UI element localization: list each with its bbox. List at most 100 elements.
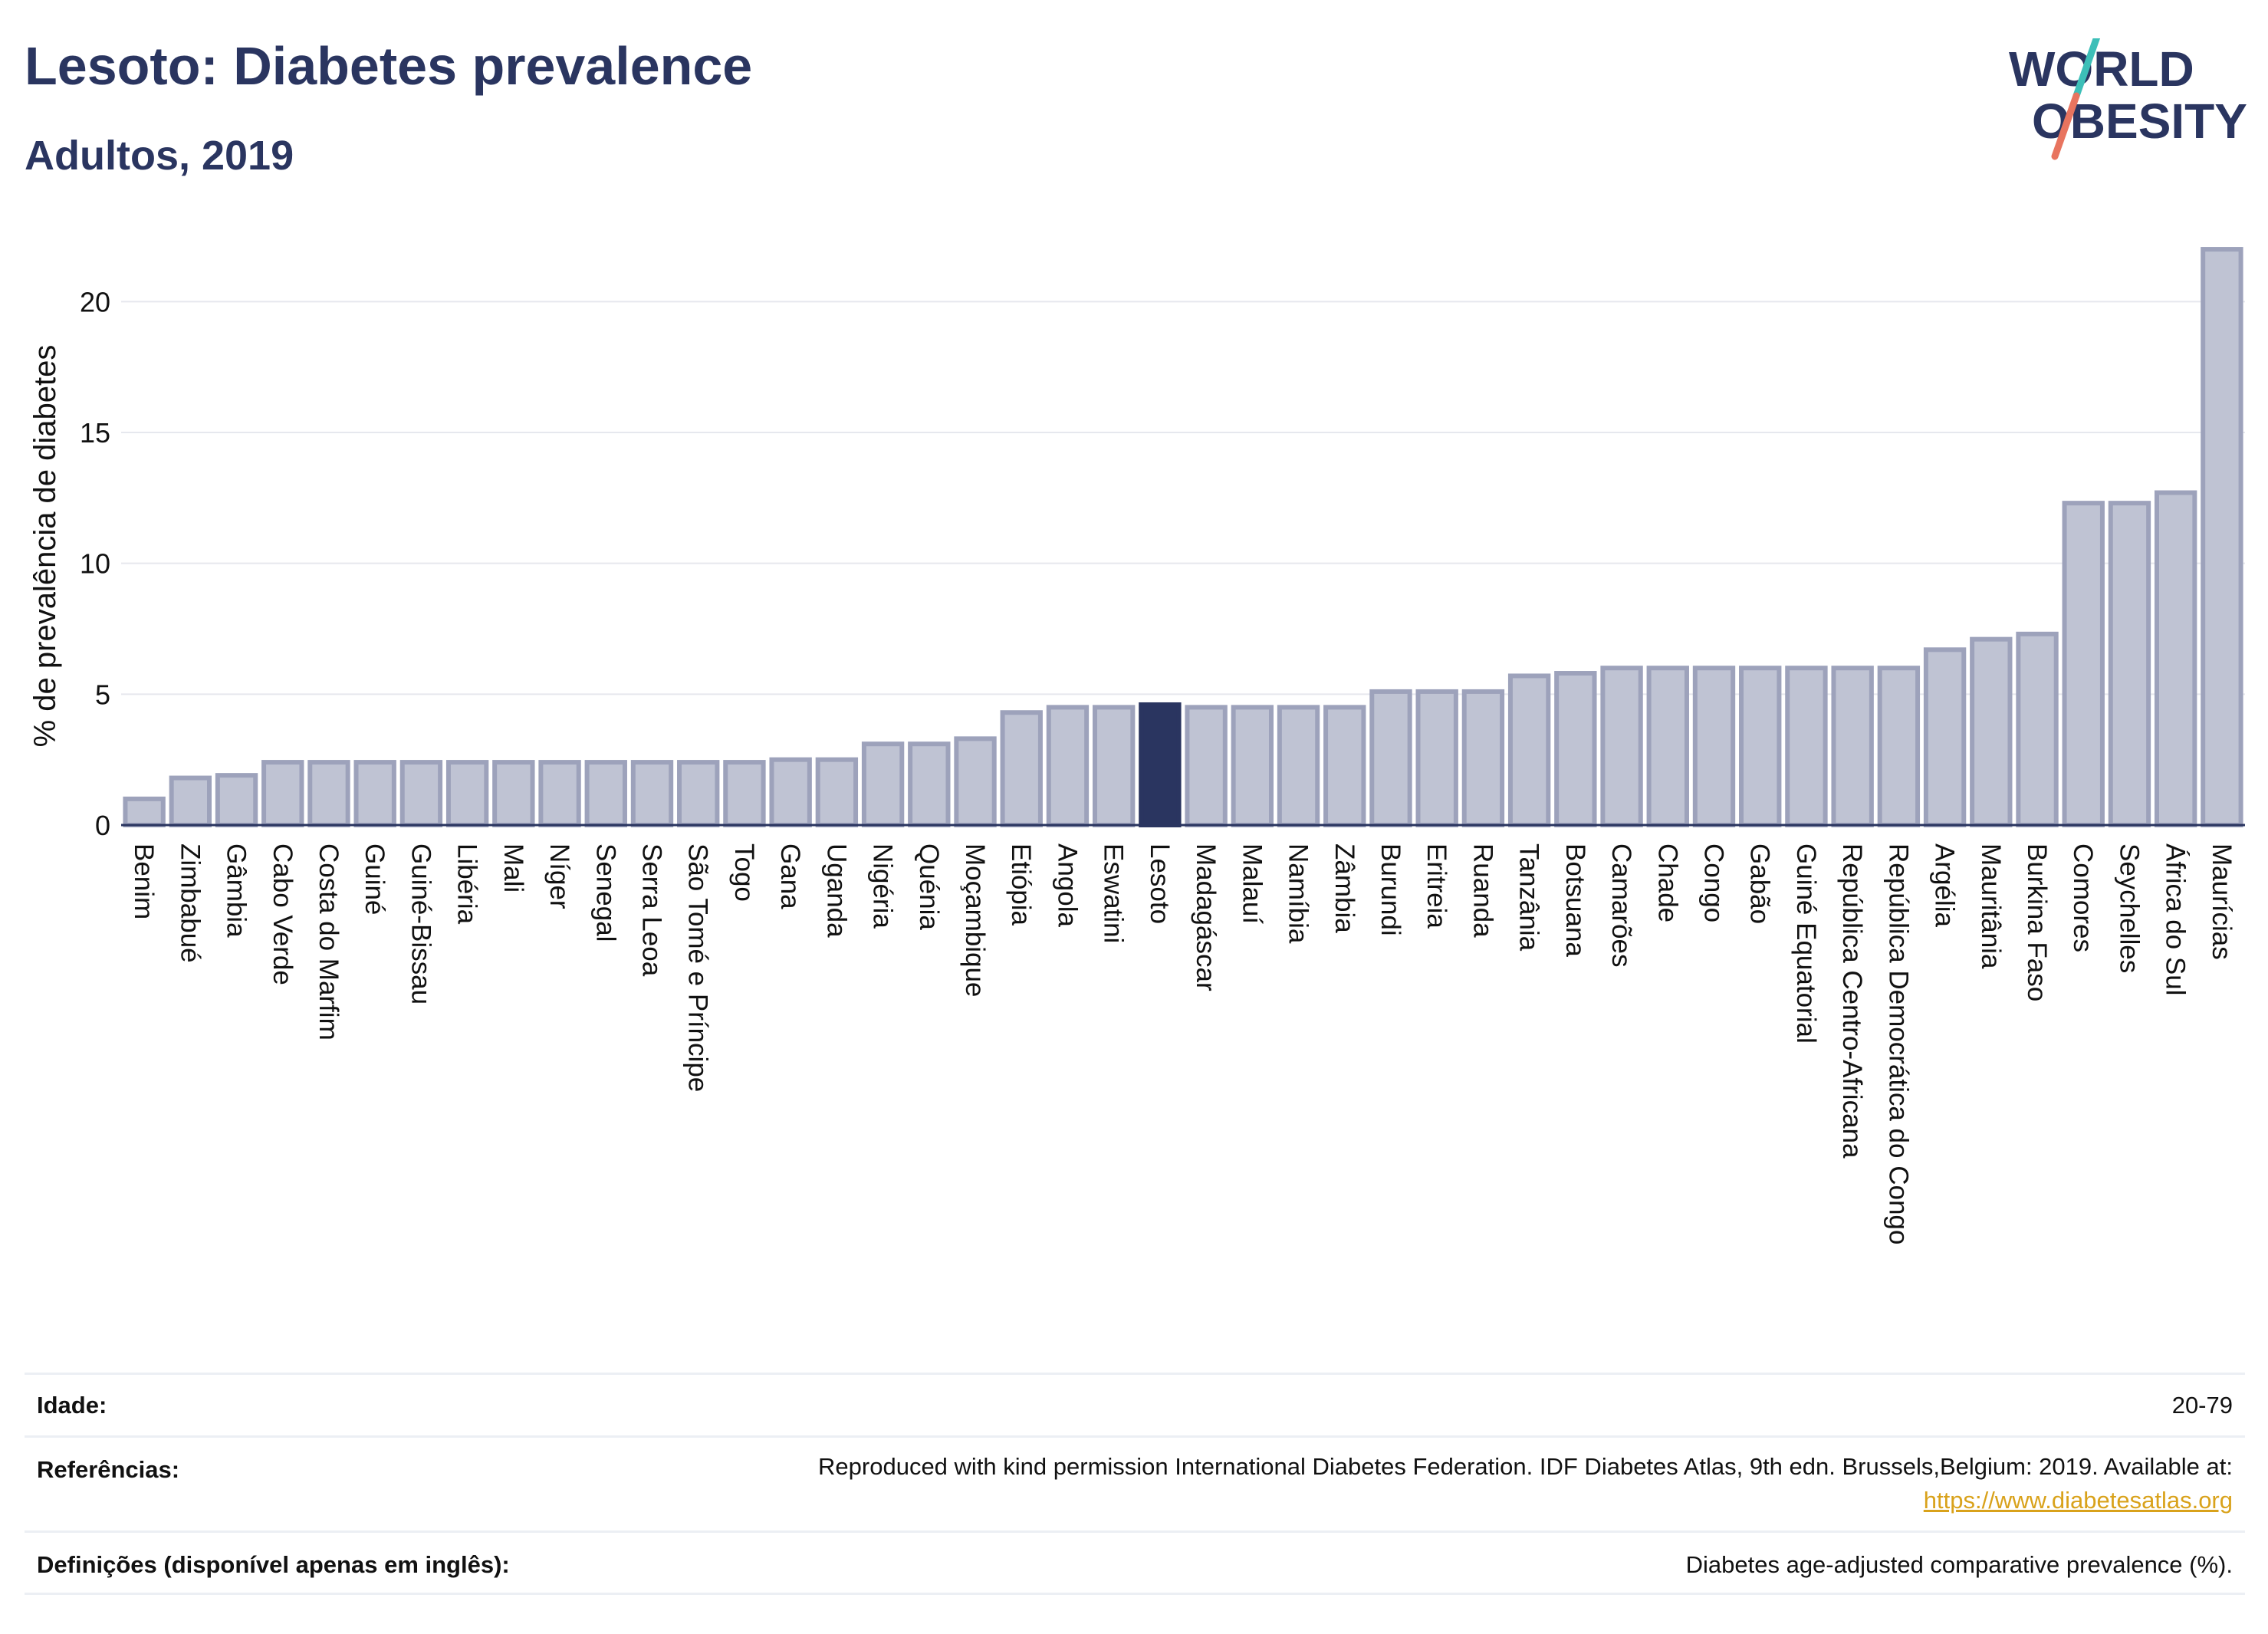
x-tick-label: Namíbia: [1284, 843, 1313, 944]
x-tick-label: Quénia: [914, 843, 944, 930]
metadata-table: Idade: 20-79 Referências: Reproduced wit…: [25, 1373, 2245, 1595]
bar-gâmbia: [215, 773, 258, 827]
x-tick-label: Ruanda: [1468, 843, 1497, 938]
bar-tanzânia: [1507, 673, 1551, 827]
x-tick-label: Burkina Faso: [2022, 843, 2052, 1001]
meta-row-age: Idade: 20-79: [25, 1373, 2245, 1435]
x-tick-label: Madagáscar: [1191, 843, 1221, 991]
x-tick-label: Congo: [1699, 843, 1729, 922]
x-tick-label: Gâmbia: [222, 843, 251, 938]
x-tick-label: Guiné Equatorial: [1791, 843, 1821, 1044]
x-tick-label: Libéria: [452, 843, 482, 925]
bar-cabo-verde: [261, 760, 304, 828]
x-tick-label: República Democrática do Congo: [1883, 843, 1913, 1244]
x-tick-label: Gana: [775, 843, 805, 909]
bar-comores: [2062, 501, 2105, 827]
x-tick-label: Comores: [2068, 843, 2098, 952]
x-tick-label: Guiné: [360, 843, 390, 915]
bar-botsuana: [1554, 671, 1597, 827]
bar-uganda: [815, 757, 859, 828]
bar-eswatini: [1092, 705, 1136, 828]
x-tick-label: Camarões: [1606, 843, 1636, 967]
y-axis-ticks: 0 5 10 15 20: [80, 286, 110, 841]
x-tick-label: República Centro-Africana: [1837, 843, 1867, 1159]
x-tick-label: África do Sul: [2161, 843, 2191, 995]
x-tick-label: Costa do Marfim: [314, 843, 343, 1041]
bar-namíbia: [1277, 705, 1320, 828]
x-tick-label: Angola: [1052, 843, 1082, 928]
x-tick-label: Argélia: [1930, 843, 1960, 927]
bar-maurícias: [2201, 247, 2243, 828]
logo-slash-coral: [2051, 92, 2080, 160]
x-tick-label: Benim: [129, 843, 159, 919]
bar-seychelles: [2108, 501, 2151, 827]
x-tick-label: Zâmbia: [1330, 843, 1359, 933]
bar-ruanda: [1461, 689, 1505, 827]
bar-áfrica-do-sul: [2154, 490, 2197, 827]
x-tick-label: Guiné-Bissau: [406, 843, 436, 1004]
bar-camarões: [1600, 666, 1643, 828]
x-tick-label: Lesoto: [1145, 843, 1175, 924]
x-tick-label: Cabo Verde: [268, 843, 297, 985]
bar-guiné: [353, 760, 396, 828]
bar-guiné-bissau: [399, 760, 443, 828]
x-tick-label: Burundi: [1376, 843, 1405, 936]
bar-guiné-equatorial: [1785, 666, 1828, 828]
bar-chart: 0 5 10 15 20 Benim Zimbabué Gâmbia Cabo Verde Co…: [28, 247, 2245, 1244]
x-tick-label: Tanzânia: [1514, 843, 1544, 952]
x-tick-label: Serra Leoa: [637, 843, 667, 977]
x-tick-label: São Tomé e Príncipe: [683, 843, 713, 1092]
bar-senegal: [584, 760, 627, 828]
y-axis-label: % de prevalência de diabetes: [28, 345, 62, 748]
x-tick-label: Zimbabué: [175, 843, 205, 963]
y-tick-label: 5: [95, 679, 110, 710]
bar-chade: [1646, 666, 1689, 828]
x-tick-label: Moçambique: [960, 843, 990, 997]
logo-slash-teal: [2072, 38, 2101, 100]
x-tick-label: Gabão: [1745, 843, 1775, 924]
bar-congo: [1692, 666, 1736, 828]
x-tick-label: Senegal: [590, 843, 620, 942]
x-axis-labels: Benim Zimbabué Gâmbia Cabo Verde Costa do Ma…: [129, 843, 2237, 1244]
bar-angola: [1046, 705, 1090, 828]
bar-república-centro-africana: [1831, 666, 1874, 828]
y-tick-label: 0: [95, 810, 110, 841]
bar-zâmbia: [1323, 705, 1366, 828]
bar-serra-leoa: [630, 760, 674, 828]
x-tick-label: Malauí: [1237, 843, 1267, 924]
bar-mauritânia: [1970, 636, 2013, 827]
meta-value-definitions: Diabetes age-adjusted comparative preval…: [1685, 1551, 2233, 1578]
bar-quénia: [908, 741, 951, 827]
logo-line1: WORLD: [2009, 41, 2194, 97]
x-tick-label: Níger: [544, 843, 574, 909]
world-obesity-logo: WORLD OBESITY: [2009, 38, 2247, 160]
bar-eritreia: [1415, 689, 1458, 827]
bar-malauí: [1231, 705, 1274, 828]
chart-subtitle: Adultos, 2019: [25, 133, 294, 179]
chart-title: Lesoto: Diabetes prevalence: [25, 36, 753, 96]
meta-label-definitions: Definições (disponível apenas em inglês)…: [37, 1551, 510, 1578]
x-tick-label: Eswatini: [1099, 843, 1129, 943]
x-tick-label: Eritreia: [1422, 843, 1451, 929]
meta-value-references: Reproduced with kind permission Internat…: [546, 1450, 2233, 1517]
y-tick-label: 20: [80, 286, 110, 317]
x-tick-label: Etiópia: [1006, 843, 1036, 926]
x-tick-label: Togo: [729, 843, 759, 902]
x-tick-label: Chade: [1652, 843, 1682, 922]
x-tick-label: Seychelles: [2114, 843, 2144, 973]
gridlines: [121, 301, 2245, 695]
bars: [123, 247, 2243, 828]
x-tick-label: Maurícias: [2207, 843, 2237, 960]
bar-lesoto: [1139, 702, 1182, 828]
bar-mali: [492, 760, 535, 828]
bar-moçambique: [954, 736, 997, 827]
bar-níger: [538, 760, 581, 828]
y-tick-label: 15: [80, 417, 110, 449]
meta-label-age: Idade:: [37, 1392, 107, 1419]
bar-togo: [723, 760, 766, 828]
bar-costa-do-marfim: [307, 760, 350, 828]
bar-argélia: [1923, 647, 1967, 827]
diabetesatlas-link[interactable]: https://www.diabetesatlas.org: [1923, 1487, 2233, 1514]
bar-burundi: [1369, 689, 1412, 827]
bar-libéria: [445, 760, 489, 828]
